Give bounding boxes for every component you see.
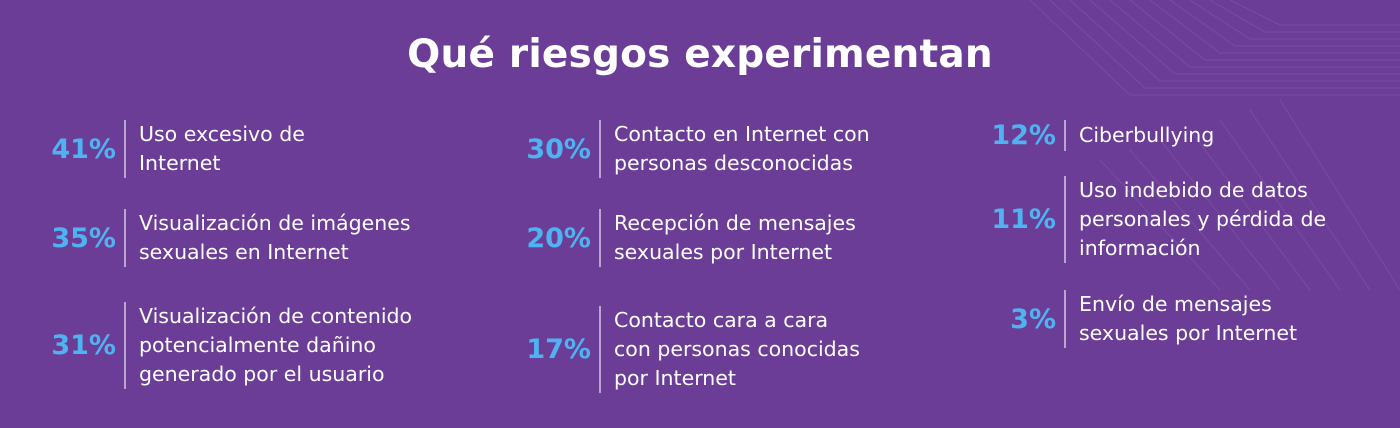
divider: [1064, 176, 1066, 263]
divider: [599, 120, 601, 178]
risk-item: 31% Visualización de contenido potencial…: [40, 302, 412, 389]
risk-label: Recepción de mensajes sexuales por Inter…: [614, 211, 856, 264]
risk-percent: 30%: [526, 133, 591, 165]
risk-percent: 20%: [526, 222, 591, 254]
risk-item: 11% Uso indebido de datos personales y p…: [980, 176, 1326, 263]
risk-label: Uso excesivo de Internet: [139, 122, 305, 175]
risk-percent: 17%: [526, 334, 591, 365]
divider: [599, 306, 601, 393]
risk-label: Uso indebido de datos personales y pérdi…: [1079, 178, 1327, 260]
risk-label: Contacto en Internet con personas descon…: [614, 122, 870, 175]
page-title: Qué riesgos experimentan: [407, 32, 993, 77]
risk-percent: 3%: [1010, 303, 1056, 335]
risk-label: Visualización de contenido potencialment…: [139, 304, 413, 386]
risk-label: Visualización de imágenes sexuales en In…: [139, 211, 411, 264]
divider: [124, 302, 126, 389]
divider: [124, 209, 126, 267]
divider: [1064, 120, 1066, 151]
risk-percent: 12%: [991, 120, 1056, 151]
divider: [1064, 290, 1066, 348]
risk-label: Contacto cara a cara con personas conoci…: [614, 308, 860, 390]
risk-item: 12% Ciberbullying: [980, 120, 1214, 151]
decorative-lines: [1029, 0, 1400, 291]
risk-item: 30% Contacto en Internet con personas de…: [515, 120, 870, 178]
risk-label: Envío de mensajes sexuales por Internet: [1079, 292, 1298, 345]
risk-percent: 35%: [51, 222, 116, 254]
divider: [599, 209, 601, 267]
risk-item: 41% Uso excesivo de Internet: [40, 120, 305, 178]
risk-percent: 31%: [51, 330, 116, 361]
risk-item: 17% Contacto cara a cara con personas co…: [515, 306, 860, 393]
risk-percent: 41%: [51, 133, 116, 165]
risk-percent: 11%: [991, 204, 1056, 235]
risk-label: Ciberbullying: [1079, 123, 1215, 147]
risk-item: 35% Visualización de imágenes sexuales e…: [40, 209, 411, 267]
divider: [124, 120, 126, 178]
risk-item: 3% Envío de mensajes sexuales por Intern…: [980, 290, 1297, 348]
risk-item: 20% Recepción de mensajes sexuales por I…: [515, 209, 856, 267]
